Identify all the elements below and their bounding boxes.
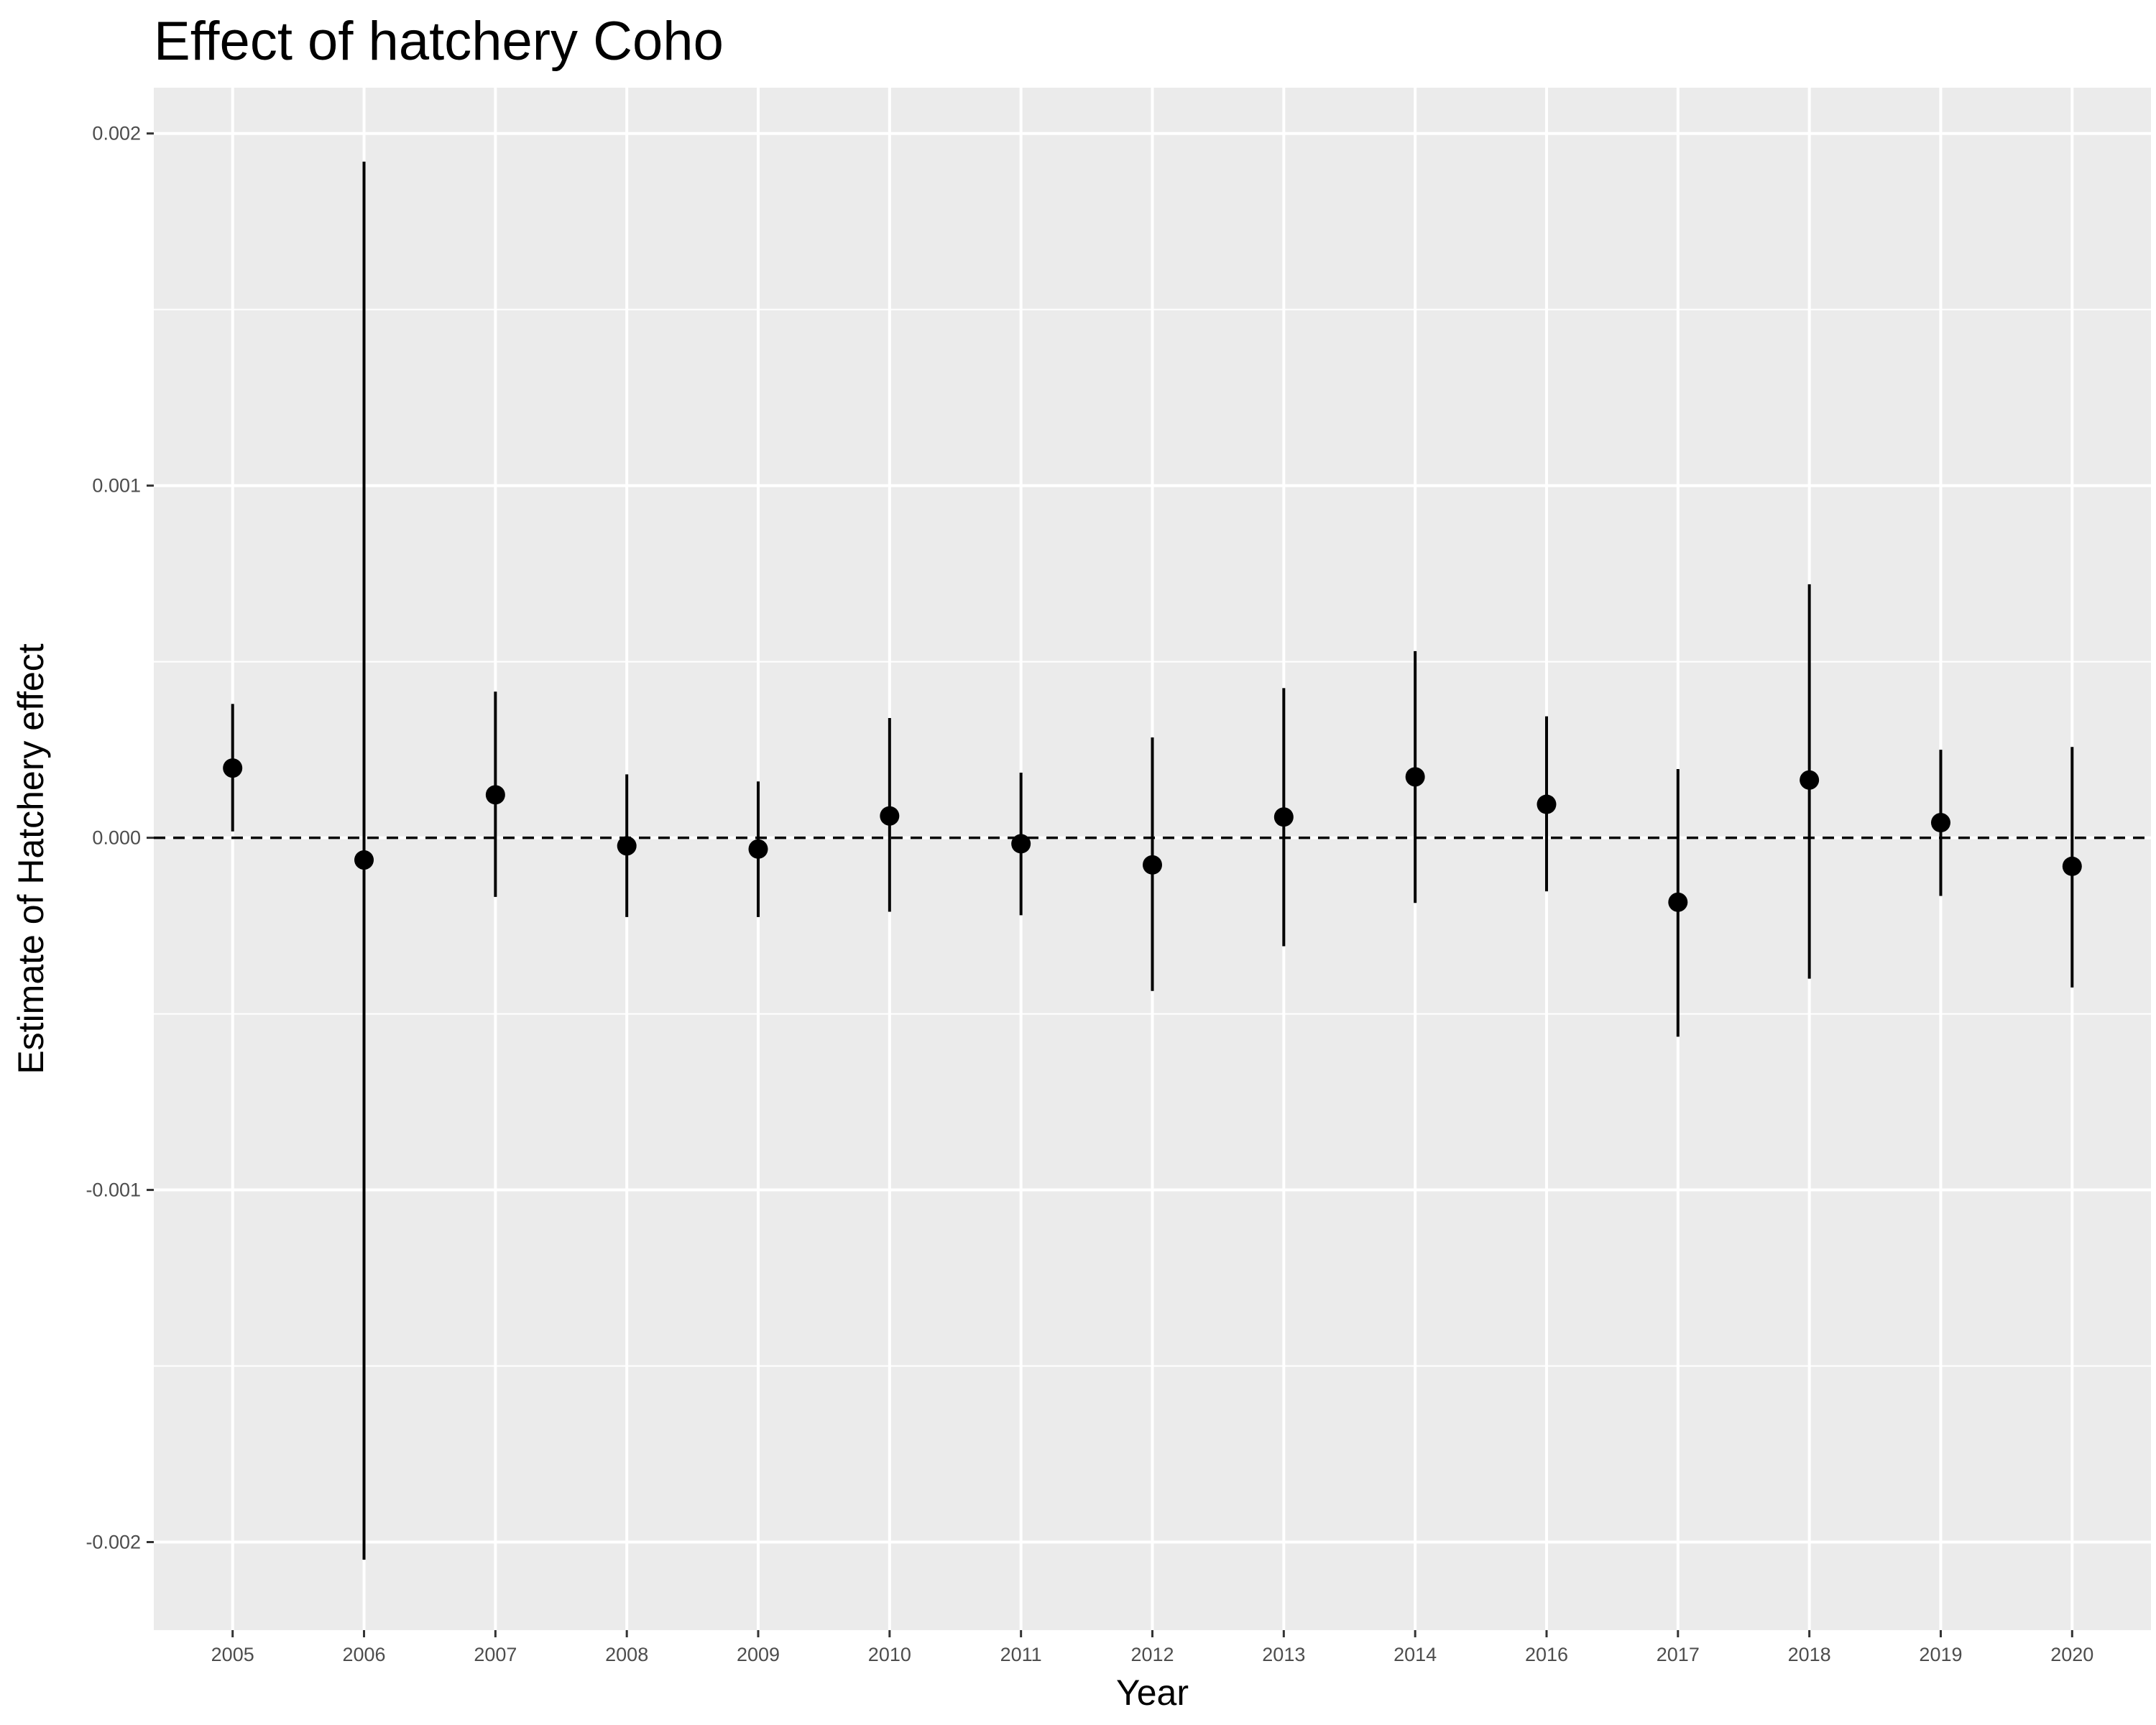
x-tick-label: 2017 xyxy=(1657,1644,1700,1665)
y-tick-label: 0.000 xyxy=(92,827,141,849)
x-tick-label: 2009 xyxy=(737,1644,780,1665)
chart-title: Effect of hatchery Coho xyxy=(154,11,724,72)
x-tick-label: 2016 xyxy=(1525,1644,1568,1665)
y-tick-label: 0.001 xyxy=(92,475,141,497)
x-tick-label: 2010 xyxy=(868,1644,911,1665)
point-2008 xyxy=(617,836,637,856)
x-tick-label: 2012 xyxy=(1130,1644,1174,1665)
point-2005 xyxy=(223,758,243,778)
x-tick-label: 2011 xyxy=(1000,1644,1042,1665)
point-2020 xyxy=(2062,856,2082,876)
point-2019 xyxy=(1930,813,1950,833)
x-tick-label: 2018 xyxy=(1788,1644,1831,1665)
x-axis-title: Year xyxy=(1116,1673,1189,1713)
y-tick-label: -0.002 xyxy=(86,1532,141,1553)
point-2016 xyxy=(1537,794,1557,814)
x-tick-label: 2005 xyxy=(211,1644,254,1665)
x-tick-label: 2019 xyxy=(1919,1644,1962,1665)
point-2007 xyxy=(485,785,505,805)
y-tick-label: -0.001 xyxy=(86,1179,141,1201)
x-tick-label: 2008 xyxy=(605,1644,648,1665)
point-2017 xyxy=(1668,892,1688,912)
x-axis: 2005 2006 2007 2008 2009 2010 2011 2012 2013 2014… xyxy=(211,1630,2093,1665)
x-tick-label: 2006 xyxy=(342,1644,385,1665)
x-tick-label: 2013 xyxy=(1262,1644,1305,1665)
y-tick-label: 0.002 xyxy=(92,123,141,144)
data-marks xyxy=(223,161,2082,1560)
point-2014 xyxy=(1405,767,1425,787)
point-2012 xyxy=(1143,855,1162,875)
point-2006 xyxy=(354,850,374,870)
x-tick-label: 2007 xyxy=(474,1644,517,1665)
y-axis-title: Estimate of Hatchery effect xyxy=(11,643,51,1074)
point-2010 xyxy=(880,806,900,826)
x-tick-label: 2020 xyxy=(2050,1644,2093,1665)
point-2011 xyxy=(1011,834,1031,854)
y-axis: -0.002 -0.001 0.000 0.001 0.002 xyxy=(86,123,154,1553)
point-2013 xyxy=(1273,807,1294,827)
point-2009 xyxy=(748,839,768,859)
x-tick-label: 2014 xyxy=(1393,1644,1437,1665)
point-2018 xyxy=(1800,770,1820,790)
